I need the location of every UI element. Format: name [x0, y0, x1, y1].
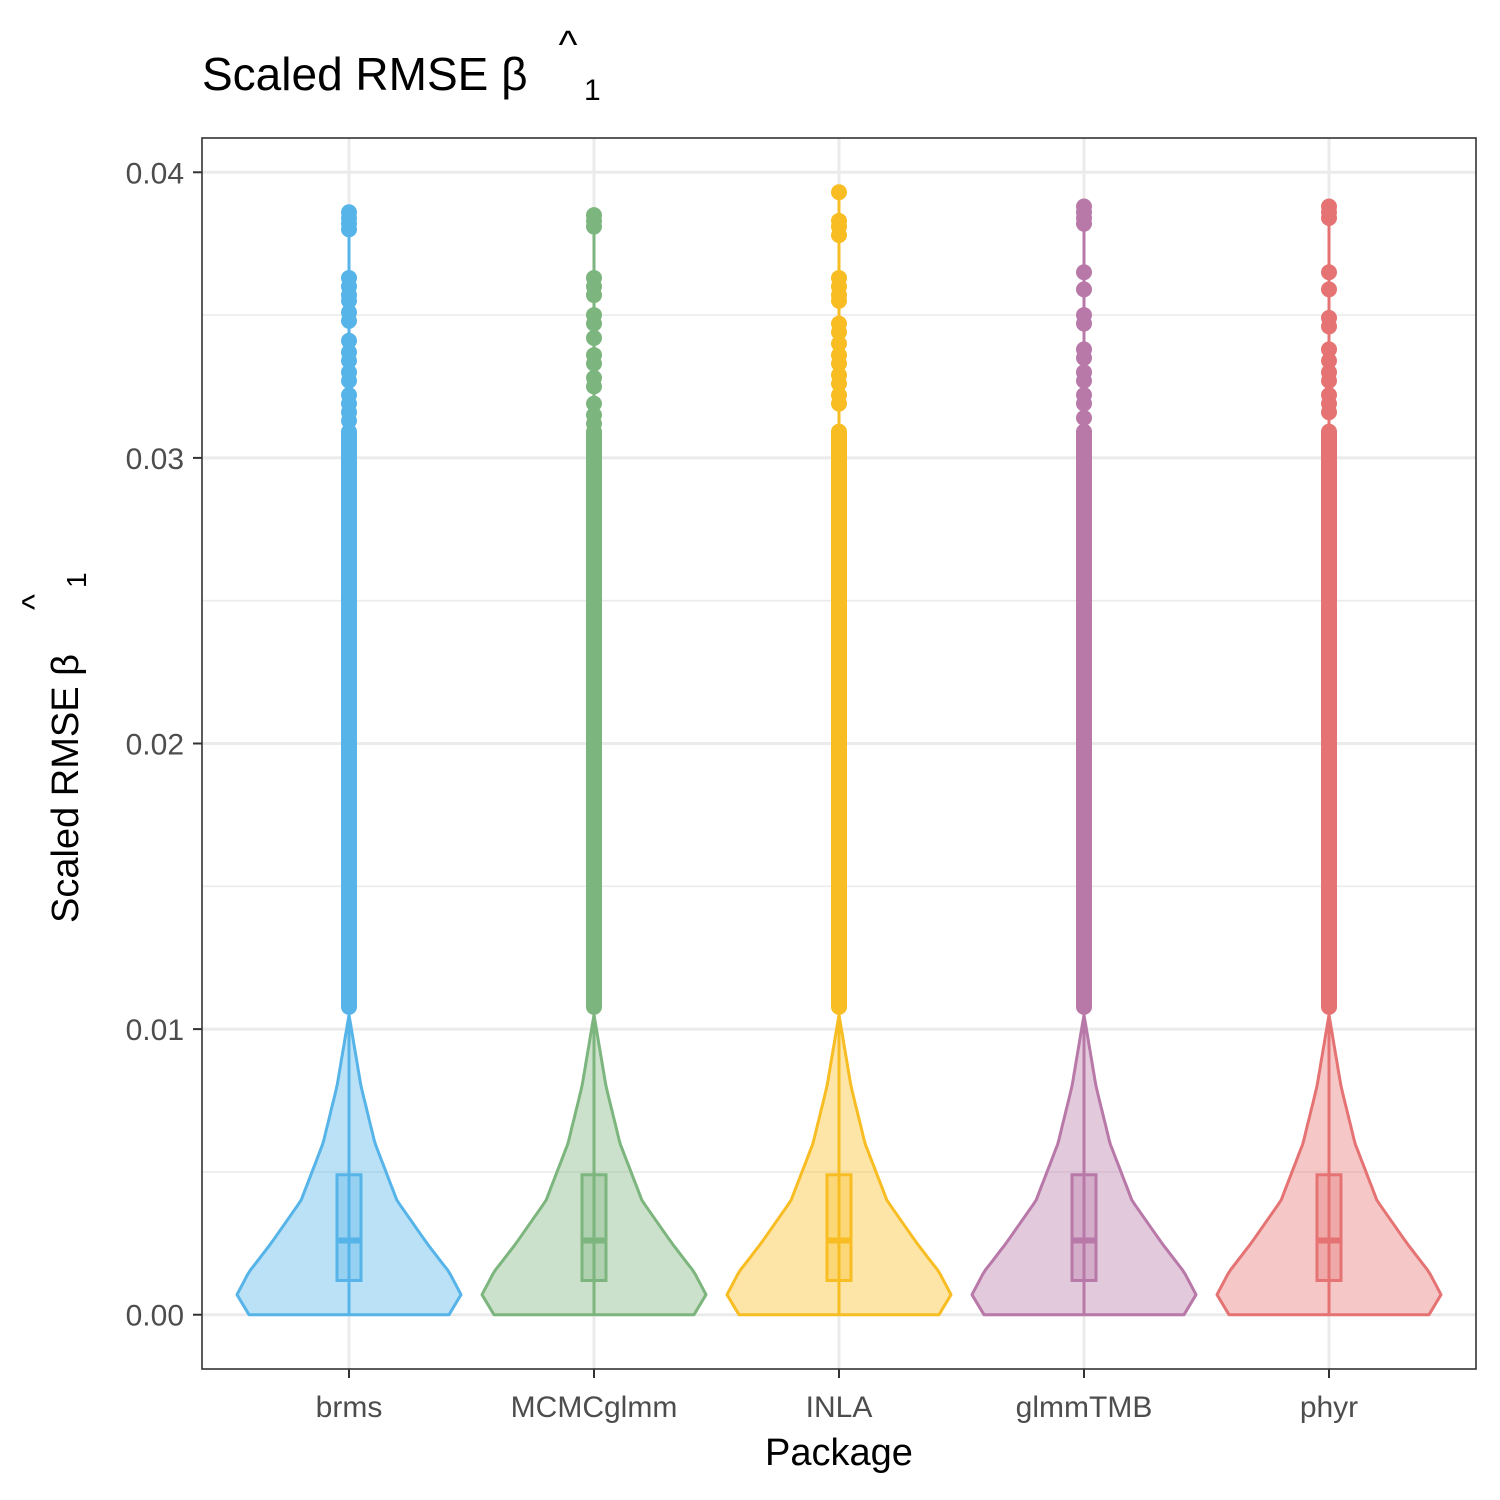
chart-title-hat: ^ [559, 23, 578, 67]
outlier-point [831, 324, 847, 341]
y-tick-label: 0.04 [126, 157, 184, 190]
x-tick-label: MCMCglmm [511, 1391, 678, 1424]
outlier-point [586, 287, 602, 304]
outlier-point [1076, 215, 1092, 232]
chart-title: Scaled RMSE β ^ 1 [202, 23, 601, 107]
outlier-point [831, 227, 847, 244]
box [1315, 1173, 1343, 1282]
outlier-point [831, 335, 847, 352]
outlier-point [831, 292, 847, 309]
outlier-point [586, 355, 602, 372]
outlier-point [341, 292, 357, 309]
outlier-point [1321, 352, 1337, 369]
outlier-point [1321, 404, 1337, 421]
chart-title-subscript: 1 [584, 74, 601, 107]
outlier-cluster [831, 423, 847, 1015]
outlier-point [586, 315, 602, 332]
violin-glmmTMB [970, 198, 1198, 1317]
violins [235, 184, 1443, 1317]
x-tick-label: glmmTMB [1016, 1391, 1153, 1424]
y-tick-label: 0.03 [126, 443, 184, 476]
y-tick-label: 0.01 [126, 1014, 184, 1047]
box [580, 1173, 608, 1282]
outlier-point [1076, 315, 1092, 332]
outlier-point [1321, 264, 1337, 281]
chart-title-main: Scaled RMSE β [202, 48, 528, 100]
outlier-point [341, 332, 357, 349]
violin-INLA [725, 184, 953, 1317]
outlier-point [586, 218, 602, 235]
box [1070, 1173, 1098, 1282]
y-axis: 0.00 0.01 0.02 0.03 0.04 [126, 157, 202, 1333]
x-axis-title: Package [765, 1432, 913, 1474]
outlier-point [1321, 281, 1337, 298]
outlier-cluster [341, 423, 357, 1015]
outlier-point [341, 412, 357, 429]
outlier-point [341, 372, 357, 389]
outlier-point [831, 184, 847, 201]
outlier-point [831, 355, 847, 372]
outlier-point [586, 395, 602, 412]
y-axis-title-main: Scaled RMSE β [45, 654, 87, 923]
box [335, 1173, 363, 1282]
y-axis-title: Scaled RMSE β ^ 1 [16, 572, 92, 923]
violin-MCMCglmm [480, 207, 708, 1317]
outlier-point [1321, 209, 1337, 226]
outlier-point [831, 395, 847, 412]
outlier-point [1321, 372, 1337, 389]
violin-phyr [1215, 198, 1443, 1317]
x-tick-label: phyr [1300, 1391, 1358, 1424]
x-axis: brms MCMCglmm INLA glmmTMB phyr [316, 1369, 1358, 1424]
outlier-cluster [1076, 423, 1092, 1015]
outlier-point [341, 312, 357, 329]
outlier-point [1076, 349, 1092, 366]
outlier-point [1076, 372, 1092, 389]
outlier-point [586, 415, 602, 432]
outlier-point [1076, 264, 1092, 281]
outlier-cluster [586, 423, 602, 1015]
violin-brms [235, 204, 463, 1317]
y-tick-label: 0.00 [126, 1300, 184, 1333]
outlier-point [831, 375, 847, 392]
box [825, 1173, 853, 1282]
outlier-point [1076, 395, 1092, 412]
outlier-point [586, 378, 602, 395]
x-tick-label: brms [316, 1391, 383, 1424]
outlier-point [341, 352, 357, 369]
outlier-point [1321, 318, 1337, 335]
x-tick-label: INLA [806, 1391, 873, 1424]
y-tick-label: 0.02 [126, 729, 184, 762]
outlier-point [586, 329, 602, 346]
outlier-point [1076, 409, 1092, 426]
outlier-point [1321, 341, 1337, 358]
y-axis-title-subscript: 1 [61, 572, 92, 588]
y-axis-title-hat: ^ [16, 594, 54, 610]
outlier-cluster [1321, 423, 1337, 1015]
outlier-point [1076, 281, 1092, 298]
outlier-point [341, 221, 357, 238]
